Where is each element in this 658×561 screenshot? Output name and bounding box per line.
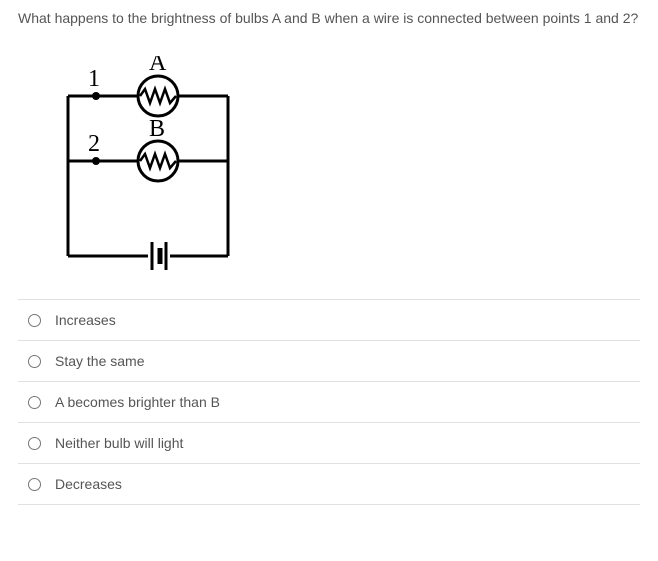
circuit-svg: 1 2 A B (48, 56, 248, 276)
point-1-node (92, 92, 100, 100)
label-bulb-b: B (149, 116, 165, 142)
option-label: Increases (55, 312, 116, 328)
option-row[interactable]: A becomes brighter than B (18, 382, 640, 423)
option-radio[interactable] (28, 355, 41, 368)
option-label: Neither bulb will light (55, 435, 183, 451)
option-row[interactable]: Increases (18, 300, 640, 341)
option-radio[interactable] (28, 314, 41, 327)
label-bulb-a: A (149, 56, 167, 76)
option-label: Stay the same (55, 353, 145, 369)
circuit-diagram: 1 2 A B (18, 46, 640, 299)
option-label: Decreases (55, 476, 122, 492)
option-radio[interactable] (28, 478, 41, 491)
point-2-node (92, 157, 100, 165)
options-list: Increases Stay the same A becomes bright… (18, 299, 640, 505)
option-radio[interactable] (28, 437, 41, 450)
option-row[interactable]: Decreases (18, 464, 640, 505)
label-point-2: 2 (88, 131, 100, 157)
label-point-1: 1 (88, 66, 100, 92)
option-radio[interactable] (28, 396, 41, 409)
question-text: What happens to the brightness of bulbs … (18, 10, 640, 26)
option-label: A becomes brighter than B (55, 394, 220, 410)
option-row[interactable]: Stay the same (18, 341, 640, 382)
option-row[interactable]: Neither bulb will light (18, 423, 640, 464)
